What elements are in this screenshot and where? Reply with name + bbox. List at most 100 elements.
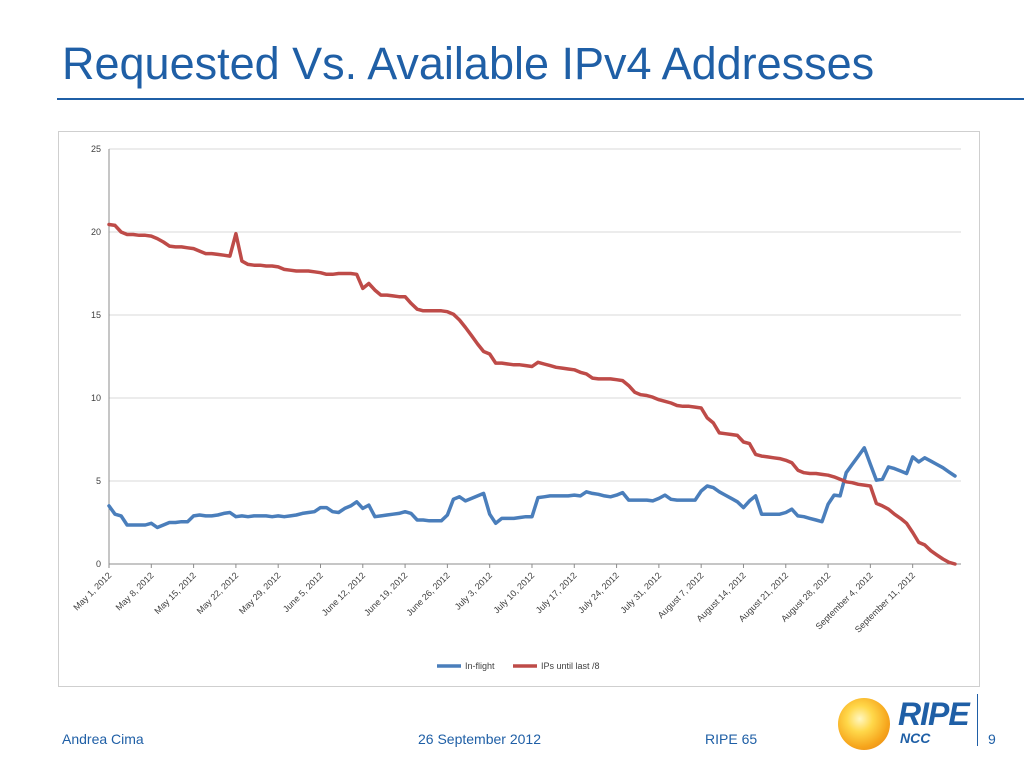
data-point (724, 494, 727, 497)
data-point (216, 514, 219, 517)
data-point (198, 250, 201, 253)
data-point (331, 510, 334, 513)
series-line-ips-until-last-8 (107, 222, 957, 566)
data-point (494, 522, 497, 525)
data-point (766, 513, 769, 516)
data-point (555, 366, 558, 369)
data-point (506, 517, 509, 520)
data-point (639, 393, 642, 396)
data-point (887, 508, 890, 511)
data-point (663, 494, 666, 497)
data-point (561, 494, 564, 497)
data-point (416, 308, 419, 311)
data-point (827, 503, 830, 506)
data-point (240, 514, 243, 517)
data-point (313, 270, 316, 273)
data-point (343, 272, 346, 275)
data-point (923, 456, 926, 459)
data-point (531, 365, 534, 368)
data-point (283, 515, 286, 518)
data-point (428, 309, 431, 312)
y-tick-label: 25 (91, 144, 101, 154)
data-point (361, 287, 364, 290)
data-point (277, 265, 280, 268)
data-point (337, 511, 340, 514)
data-point (156, 237, 159, 240)
data-point (929, 549, 932, 552)
data-point (603, 377, 606, 380)
data-point (114, 513, 117, 516)
data-point (482, 350, 485, 353)
data-point (730, 433, 733, 436)
data-point (228, 511, 231, 514)
x-tick-label: June 12, 2012 (320, 570, 367, 617)
data-point (869, 485, 872, 488)
data-point (790, 508, 793, 511)
data-point (162, 241, 165, 244)
data-point (748, 499, 751, 502)
data-point (446, 310, 449, 313)
data-point (537, 496, 540, 499)
data-point (851, 481, 854, 484)
y-tick-label: 5 (96, 476, 101, 486)
x-tick-label: May 29, 2012 (237, 570, 283, 616)
data-point (875, 502, 878, 505)
y-tick-label: 10 (91, 393, 101, 403)
data-point (289, 514, 292, 517)
data-point (615, 494, 618, 497)
chart-legend: In-flight IPs until last /8 (437, 661, 600, 671)
data-point (144, 234, 147, 237)
data-point (893, 467, 896, 470)
data-point (132, 524, 135, 527)
data-point (355, 500, 358, 503)
data-point (392, 513, 395, 516)
data-point (531, 515, 534, 518)
data-point (821, 473, 824, 476)
data-point (670, 402, 673, 405)
data-point (688, 405, 691, 408)
x-tick-label: June 5, 2012 (281, 570, 325, 614)
data-point (682, 405, 685, 408)
data-point (827, 474, 830, 477)
data-point (186, 246, 189, 249)
data-point (138, 234, 141, 237)
data-point (452, 498, 455, 501)
data-point (784, 459, 787, 462)
data-point (482, 492, 485, 495)
data-point (609, 495, 612, 498)
data-point (464, 326, 467, 329)
data-point (772, 513, 775, 516)
data-point (114, 224, 117, 227)
data-point (845, 471, 848, 474)
data-point (543, 363, 546, 366)
data-point (144, 524, 147, 527)
data-point (645, 394, 648, 397)
data-point (947, 561, 950, 564)
data-point (168, 245, 171, 248)
data-point (839, 478, 842, 481)
data-point (180, 245, 183, 248)
data-point (603, 494, 606, 497)
data-point (736, 500, 739, 503)
data-point (657, 497, 660, 500)
data-point (815, 519, 818, 522)
data-point (676, 499, 679, 502)
data-point (537, 361, 540, 364)
data-point (120, 514, 123, 517)
ripe-ncc-logo: RIPE NCC (838, 696, 978, 752)
data-point (941, 466, 944, 469)
data-point (633, 391, 636, 394)
data-point (633, 499, 636, 502)
data-point (307, 511, 310, 514)
data-point (905, 472, 908, 475)
data-point (923, 543, 926, 546)
data-point (954, 475, 957, 478)
data-point (247, 515, 250, 518)
data-point (476, 494, 479, 497)
data-point (247, 263, 250, 266)
data-point (422, 309, 425, 312)
data-point (941, 558, 944, 561)
data-point (718, 431, 721, 434)
data-point (271, 265, 274, 268)
x-tick-label: July 3, 2012 (453, 570, 494, 611)
